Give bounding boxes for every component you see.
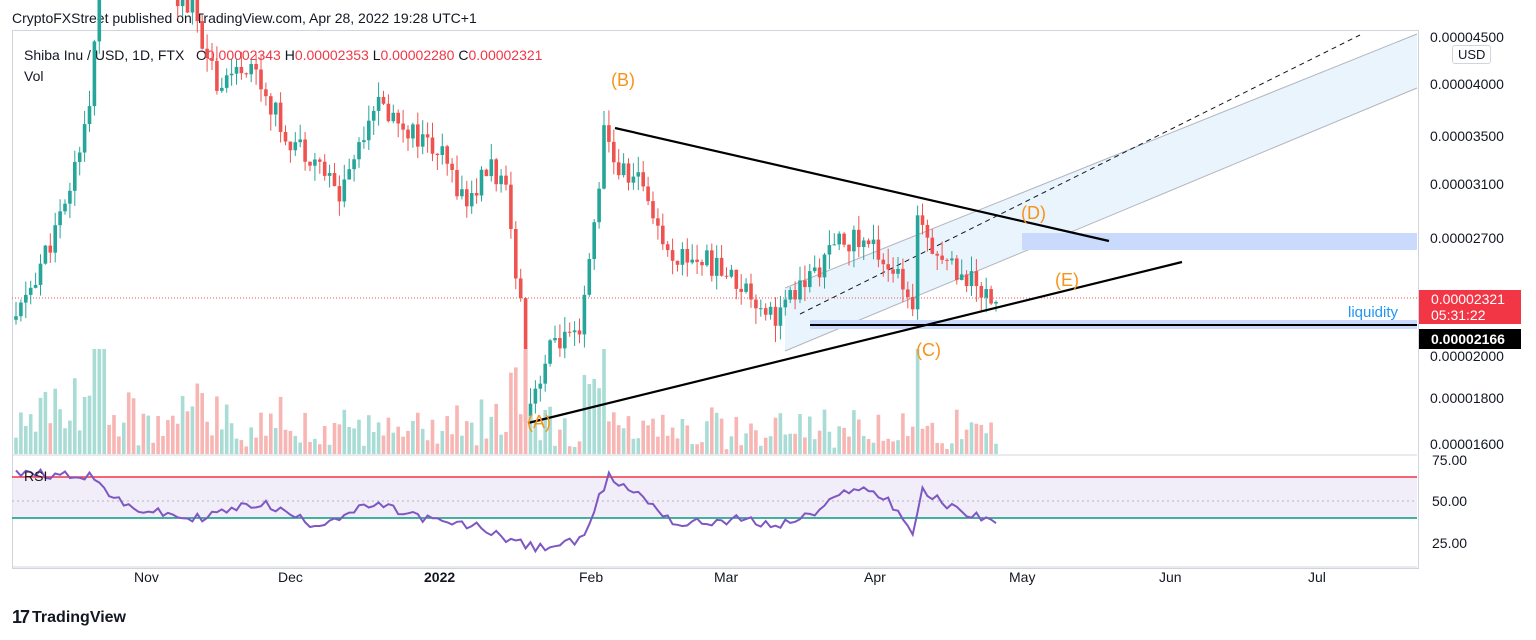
time-tick-nov: Nov [134,569,159,585]
time-tick-feb: Feb [579,569,603,585]
close-value: 0.00002321 [468,47,543,63]
price-tick-4: 0.00002700 [1430,230,1504,246]
time-tick-jul: Jul [1308,569,1326,585]
price-tick-1: 0.00004000 [1430,76,1504,92]
level-value: 0.00002166 [1431,331,1505,347]
currency-button[interactable]: USD [1452,45,1492,64]
time-tick-mar: Mar [714,569,738,585]
time-tick-may: May [1009,569,1035,585]
time-axis[interactable]: Nov Dec 2022 Feb Mar Apr May Jun Jul [134,569,1326,585]
price-tick-3: 0.00003100 [1430,176,1504,192]
price-tick-5: 0.00002000 [1430,348,1504,364]
close-label: C [458,47,469,63]
tradingview-mark-icon: 17 [12,607,30,627]
price-tick-2: 0.00003500 [1430,128,1504,144]
high-label: H [284,47,295,63]
rsi-tick-25: 25.00 [1432,535,1467,551]
high-value: 0.00002353 [294,47,369,63]
open-value: 0.00002343 [206,47,281,63]
price-tick-6: 0.00001800 [1430,390,1504,406]
rsi-tick-50: 50.00 [1432,493,1467,509]
last-price-badge [1419,290,1521,324]
countdown-value: 05:31:22 [1431,307,1486,323]
time-tick-dec: Dec [278,569,303,585]
open-label: O [195,47,207,63]
price-tick-7: 0.00001600 [1430,436,1504,452]
chart-legend: Shiba Inu / USD, 1D, FTX O0.00002343 H0.… [24,45,542,87]
time-tick-2022: 2022 [424,569,455,585]
rsi-tick-75: 75.00 [1432,452,1467,468]
time-tick-jun: Jun [1159,569,1182,585]
low-value: 0.00002280 [380,47,455,63]
low-label: L [372,47,381,63]
time-tick-apr: Apr [864,569,886,585]
publisher-line: CryptoFXStreet published on TradingView.… [12,10,477,26]
symbol-name[interactable]: Shiba Inu / USD, 1D, FTX [24,47,185,63]
price-axis[interactable]: 0.00004500 0.00004000 0.00003500 0.00003… [1430,29,1504,452]
price-tick-0: 0.00004500 [1430,29,1504,45]
tradingview-logo[interactable]: 17 TradingView [12,607,126,628]
last-price-value: 0.00002321 [1431,291,1505,307]
level-badge [1419,329,1521,349]
chart-pane[interactable] [12,30,1419,569]
volume-label: Vol [24,68,44,84]
tradingview-brand: TradingView [32,608,126,626]
